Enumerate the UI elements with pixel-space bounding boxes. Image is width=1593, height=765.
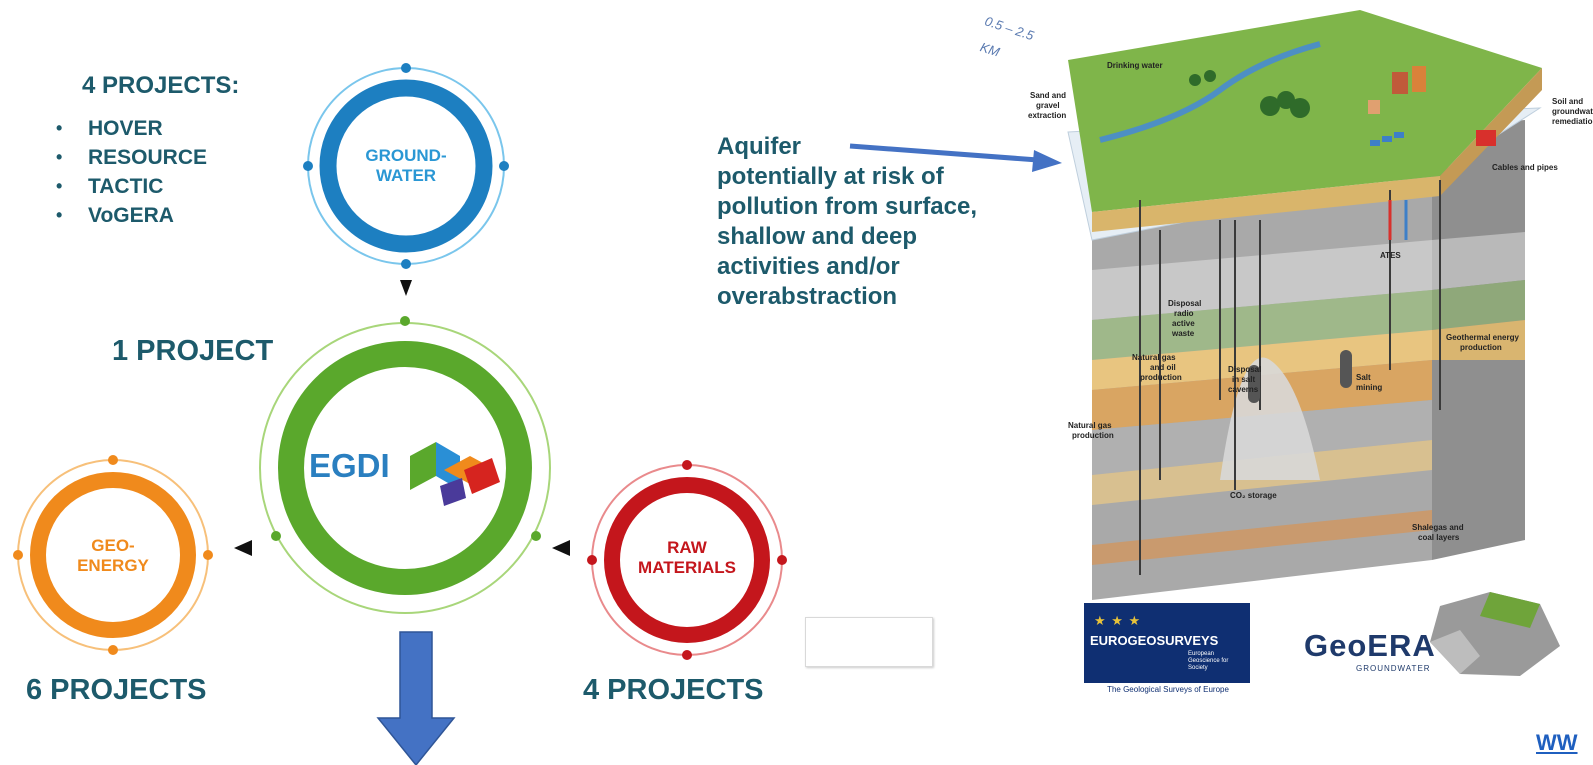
stars-icon: ★ ★ ★ [1094, 613, 1142, 628]
ring-label-line: GROUND- [365, 146, 447, 165]
egdi-label: EGDI [309, 447, 390, 484]
ring-label-line: RAW [667, 538, 707, 557]
blank-box [805, 617, 933, 667]
salt-dome [1220, 357, 1320, 480]
logo-subtitle-line: Society [1188, 665, 1208, 671]
ring-label-line: GEO- [91, 536, 135, 555]
groundwater-project-list: HOVER RESOURCE TACTIC VoGERA [52, 114, 207, 230]
diagram-label: Natural gas [1132, 353, 1176, 362]
buildings [1368, 66, 1496, 146]
egdi-projects-heading: 1 PROJECT [112, 335, 274, 367]
subsurface-block-diagram: 0.5 – 2.5 KM [849, 10, 1593, 600]
diagram-label: Natural gas [1068, 421, 1112, 430]
diagram-label: remediation [1552, 117, 1593, 126]
diagram-label: ATES [1380, 251, 1401, 260]
annotation-line: Aquifer [717, 133, 801, 160]
website-link[interactable]: WW [1536, 730, 1578, 755]
diagram-label: Geothermal energy [1446, 333, 1519, 342]
diagram-label: groundwater [1552, 107, 1593, 116]
diagram-label: in salt [1232, 375, 1255, 384]
egdi-logo-icon [410, 442, 500, 506]
ring-diagram [13, 63, 787, 765]
ring-label-line: ENERGY [77, 556, 149, 575]
raw-materials-ring [587, 460, 787, 660]
diagram-label: Sand and [1030, 91, 1066, 100]
geoenergy-ring-label: GEO- ENERGY [53, 536, 173, 576]
egdi-ring [259, 316, 551, 614]
diagram-label: production [1460, 343, 1502, 352]
ring-label-line: WATER [375, 166, 437, 185]
diagram-label: production [1140, 373, 1182, 382]
groundwater-projects-heading: 4 PROJECTS: [82, 72, 240, 99]
annotation-line: overabstraction [717, 283, 898, 310]
surface-soil-edge [1092, 176, 1440, 232]
depth-unit-text: KM [978, 39, 1001, 59]
diagram-label: coal layers [1418, 533, 1460, 542]
eurogeosurveys-caption: The Geological Surveys of Europe [1107, 685, 1229, 694]
diagram-label: Drinking water [1107, 61, 1163, 70]
diagram-label: Salt [1356, 373, 1371, 382]
list-item: HOVER [52, 114, 207, 143]
groundwater-ring [303, 63, 509, 269]
river [1099, 41, 1321, 143]
diagram-label: Soil and [1552, 97, 1583, 106]
list-item: RESOURCE [52, 143, 207, 172]
annotation-line: shallow and deep [717, 223, 918, 250]
geoera-subtitle: GROUNDWATER [1356, 664, 1431, 673]
diagram-label: CO₂ storage [1230, 491, 1277, 500]
solar-panels [1370, 132, 1404, 146]
list-item: VoGERA [52, 201, 207, 230]
geoenergy-ring [13, 455, 213, 655]
raw-materials-ring-label: RAW MATERIALS [617, 538, 757, 578]
annotation-line: potentially at risk of [717, 163, 944, 190]
pointer-arrow [400, 280, 412, 296]
diagram-label: Shalegas and [1412, 523, 1464, 532]
block-diagram-labels: Drinking water Sand and gravel extractio… [1028, 61, 1593, 542]
pointer-arrow [552, 540, 570, 556]
eurogeosurveys-logo: ★ ★ ★ EUROGEOSURVEYS European Geoscience… [1080, 603, 1252, 695]
diagram-label: extraction [1028, 111, 1066, 120]
diagram-label: gravel [1036, 101, 1060, 110]
diagram-label: waste [1171, 329, 1195, 338]
annotation-line: activities and/or [717, 253, 900, 280]
ring-label-line: MATERIALS [638, 558, 736, 577]
trees [1189, 70, 1310, 118]
aquifer-pointer-head [1032, 150, 1062, 172]
aquifer-pointer [849, 143, 1039, 163]
eurogeosurveys-subtitle: European Geoscience for Society [1188, 651, 1228, 672]
list-item: TACTIC [52, 172, 207, 201]
diagram-label: caverns [1228, 385, 1259, 394]
diagram-label: production [1072, 431, 1114, 440]
puzzle-icon [1430, 592, 1560, 676]
logo-subtitle-line: Geoscience for [1188, 658, 1229, 664]
salt-cavern [1340, 350, 1352, 388]
down-arrow-icon [376, 631, 456, 765]
groundwater-ring-label: GROUND- WATER [336, 146, 476, 186]
eurogeosurveys-logo-panel: ★ ★ ★ EUROGEOSURVEYS European Geoscience… [1084, 603, 1250, 683]
logo-subtitle-line: European [1188, 651, 1215, 657]
diagram-label: mining [1356, 383, 1382, 392]
salt-cavern [1248, 365, 1260, 403]
raw-materials-projects-heading: 4 PROJECTS [583, 674, 764, 706]
depth-range-text: 0.5 – 2.5 [983, 13, 1036, 43]
geoenergy-projects-heading: 6 PROJECTS [26, 674, 207, 706]
diagram-label: radio [1174, 309, 1194, 318]
diagram-label: Disposal [1228, 365, 1261, 374]
geoera-logo: GeoERA GROUNDWATER [1300, 586, 1580, 686]
aquifer-annotation: Aquifer potentially at risk of pollution… [717, 132, 977, 312]
geoera-title: GeoERA [1304, 628, 1436, 663]
diagram-label: active [1172, 319, 1195, 328]
diagram-label: and oil [1150, 363, 1176, 372]
pointer-arrow [234, 540, 252, 556]
diagram-label: Cables and pipes [1492, 163, 1558, 172]
diagram-label: Disposal [1168, 299, 1201, 308]
eurogeosurveys-title: EUROGEOSURVEYS [1090, 633, 1219, 648]
annotation-line: pollution from surface, [717, 193, 978, 220]
